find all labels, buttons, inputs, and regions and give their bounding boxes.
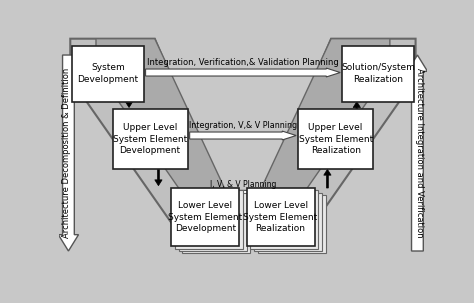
Text: Lower Level
System Element
Realization: Lower Level System Element Realization [244, 201, 318, 233]
Text: I, V, & V Planning: I, V, & V Planning [210, 180, 276, 189]
FancyArrow shape [58, 55, 79, 251]
Text: Solution/System
Realization: Solution/System Realization [341, 63, 415, 84]
FancyBboxPatch shape [246, 188, 315, 246]
FancyArrow shape [155, 169, 162, 186]
FancyBboxPatch shape [254, 193, 322, 251]
Text: Integration, V,& V Planning: Integration, V,& V Planning [189, 122, 297, 130]
Polygon shape [243, 39, 390, 228]
FancyBboxPatch shape [171, 188, 239, 246]
Polygon shape [70, 39, 243, 246]
FancyArrow shape [190, 131, 296, 140]
FancyArrow shape [146, 68, 340, 77]
FancyBboxPatch shape [342, 46, 414, 102]
FancyArrow shape [125, 102, 133, 108]
FancyBboxPatch shape [179, 193, 246, 251]
Text: Architecture Decomposition & Definition: Architecture Decomposition & Definition [62, 68, 71, 238]
Text: Upper Level
System Element
Realization: Upper Level System Element Realization [299, 123, 373, 155]
FancyBboxPatch shape [182, 195, 250, 253]
Text: Upper Level
System Element
Development: Upper Level System Element Development [113, 123, 187, 155]
FancyBboxPatch shape [250, 190, 318, 249]
FancyArrow shape [407, 55, 428, 251]
Text: Integration, Verification,& Validation Planning: Integration, Verification,& Validation P… [147, 58, 339, 67]
FancyArrow shape [215, 189, 271, 198]
Text: System
Development: System Development [77, 63, 138, 84]
Text: Lower Level
System Element
Development: Lower Level System Element Development [168, 201, 242, 233]
FancyBboxPatch shape [72, 46, 144, 102]
FancyBboxPatch shape [175, 190, 243, 249]
FancyBboxPatch shape [112, 109, 188, 169]
Polygon shape [96, 39, 243, 228]
Polygon shape [243, 39, 416, 246]
Text: Architecture Integration and Verification: Architecture Integration and Verificatio… [415, 68, 424, 238]
FancyBboxPatch shape [298, 109, 374, 169]
FancyArrow shape [324, 169, 331, 188]
FancyBboxPatch shape [258, 195, 326, 253]
FancyArrow shape [353, 102, 360, 109]
